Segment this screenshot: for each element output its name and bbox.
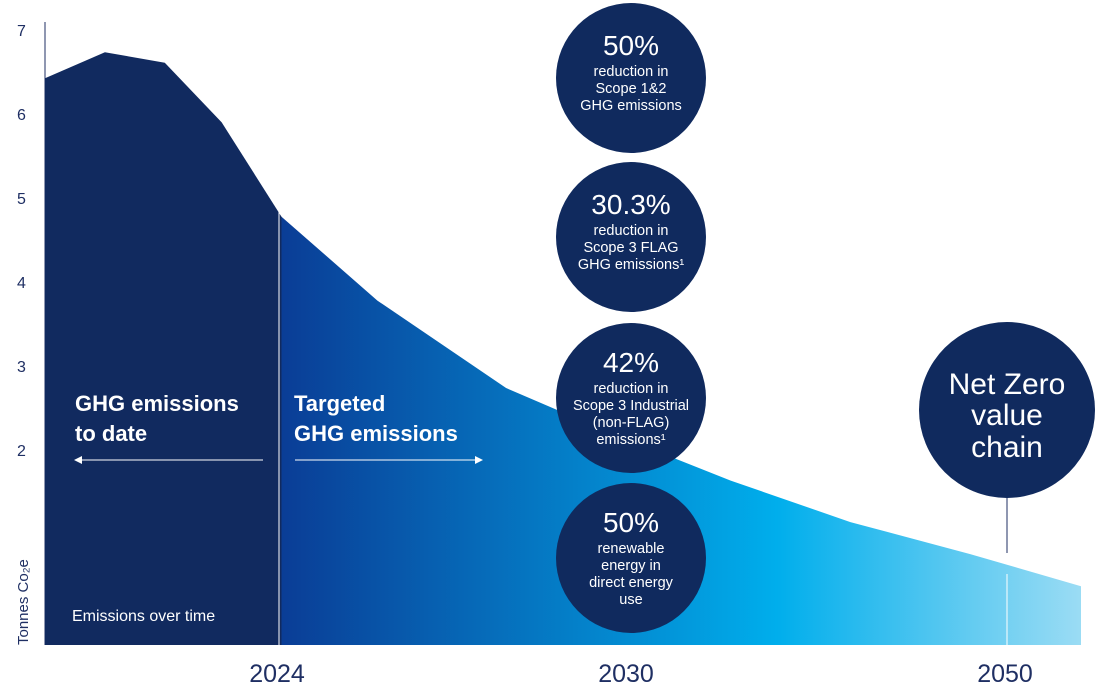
target-caption: Scope 3 FLAG [583, 240, 678, 256]
target-caption: use [619, 592, 642, 608]
targeted-title-line: GHG emissions [294, 421, 458, 446]
target-caption: reduction in [594, 381, 669, 397]
target-caption: Scope 1&2 [596, 81, 667, 97]
target-circle-scope12: 50% reduction in Scope 1&2 GHG emissions [556, 3, 706, 153]
area-emissions-to-date [45, 52, 282, 646]
net-zero-text: chain [971, 431, 1043, 464]
target-caption: renewable [598, 541, 665, 557]
net-zero-text: Net Zero [949, 368, 1066, 401]
target-circle-renewable: 50% renewable energy in direct energy us… [556, 483, 706, 633]
y-tick-label: 3 [17, 359, 26, 376]
y-tick-label: 4 [17, 275, 26, 292]
target-caption: Scope 3 Industrial [573, 398, 689, 414]
left-arrow [74, 456, 263, 464]
x-tick-label: 2030 [598, 660, 654, 687]
targeted-title-line: Targeted [294, 391, 385, 416]
target-caption: direct energy [589, 575, 674, 591]
target-caption: (non-FLAG) [593, 415, 670, 431]
target-caption: energy in [601, 558, 661, 574]
to-date-title-line: to date [75, 421, 147, 446]
to-date-title-line: GHG emissions [75, 391, 239, 416]
x-tick-label: 2024 [249, 660, 305, 687]
target-value: 50% [603, 507, 659, 538]
target-value: 42% [603, 347, 659, 378]
target-caption: reduction in [594, 64, 669, 80]
target-circle-scope3-industrial: 42% reduction in Scope 3 Industrial (non… [556, 323, 706, 473]
y-tick-label: 2 [17, 443, 26, 460]
net-zero-circle: Net Zero value chain [919, 322, 1095, 498]
y-tick-label: 7 [17, 23, 26, 40]
y-axis-label: Tonnes Co₂e [15, 559, 32, 645]
target-value: 30.3% [591, 189, 670, 220]
area-targeted-emissions [281, 216, 1081, 645]
target-caption: reduction in [594, 223, 669, 239]
emissions-over-time-label: Emissions over time [72, 608, 215, 625]
target-value: 50% [603, 30, 659, 61]
target-caption: GHG emissions¹ [578, 257, 685, 273]
y-tick-label: 5 [17, 191, 26, 208]
target-caption: GHG emissions [580, 98, 682, 114]
target-circle-scope3-flag: 30.3% reduction in Scope 3 FLAG GHG emis… [556, 162, 706, 312]
x-tick-label: 2050 [977, 660, 1033, 687]
target-caption: emissions¹ [596, 432, 665, 448]
net-zero-text: value [971, 399, 1043, 432]
y-tick-label: 6 [17, 107, 26, 124]
right-arrow [295, 456, 483, 464]
